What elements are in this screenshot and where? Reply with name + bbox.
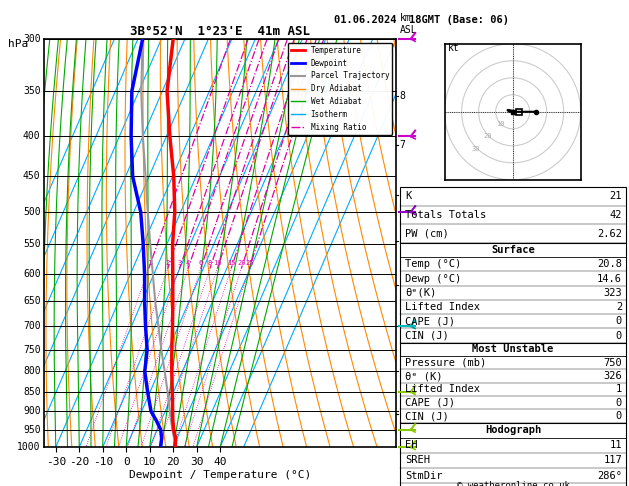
Text: 0: 0 xyxy=(616,398,622,408)
Legend: Temperature, Dewpoint, Parcel Trajectory, Dry Adiabat, Wet Adiabat, Isotherm, Mi: Temperature, Dewpoint, Parcel Trajectory… xyxy=(288,43,392,135)
Text: Pressure (mb): Pressure (mb) xyxy=(405,358,486,368)
Text: 2.62: 2.62 xyxy=(597,229,622,239)
Text: 800: 800 xyxy=(23,366,40,377)
Text: CAPE (J): CAPE (J) xyxy=(405,316,455,326)
Text: 2: 2 xyxy=(165,260,170,266)
Text: Mixing Ratio (g/kg): Mixing Ratio (g/kg) xyxy=(423,192,433,294)
Text: Temp (°C): Temp (°C) xyxy=(405,260,461,269)
Text: StmDir: StmDir xyxy=(405,470,443,481)
Text: 11: 11 xyxy=(610,440,622,451)
Text: θᵉ(K): θᵉ(K) xyxy=(405,288,437,298)
Text: 950: 950 xyxy=(23,425,40,435)
Text: 25: 25 xyxy=(245,260,253,266)
Text: Surface: Surface xyxy=(491,245,535,255)
Text: 42: 42 xyxy=(610,210,622,220)
Text: Most Unstable: Most Unstable xyxy=(472,344,554,354)
Text: 1: 1 xyxy=(616,384,622,395)
Text: 1: 1 xyxy=(400,406,406,417)
Text: hPa: hPa xyxy=(8,39,28,49)
Text: Hodograph: Hodograph xyxy=(485,425,541,435)
Text: SREH: SREH xyxy=(405,455,430,466)
Text: 10: 10 xyxy=(213,260,221,266)
Text: 400: 400 xyxy=(23,131,40,141)
Text: CIN (J): CIN (J) xyxy=(405,411,449,421)
Text: kt: kt xyxy=(448,43,460,52)
Text: 500: 500 xyxy=(23,207,40,217)
Text: 323: 323 xyxy=(603,288,622,298)
Text: 15: 15 xyxy=(227,260,235,266)
Text: 3: 3 xyxy=(177,260,182,266)
Text: 20.8: 20.8 xyxy=(597,260,622,269)
Text: 14.6: 14.6 xyxy=(597,274,622,284)
Text: 0: 0 xyxy=(616,330,622,341)
Text: 750: 750 xyxy=(23,345,40,355)
Text: 2: 2 xyxy=(616,302,622,312)
Text: 8: 8 xyxy=(208,260,212,266)
Text: 326: 326 xyxy=(603,371,622,381)
Text: 300: 300 xyxy=(23,34,40,44)
Text: EH: EH xyxy=(405,440,418,451)
Text: 6: 6 xyxy=(199,260,203,266)
Text: 900: 900 xyxy=(23,406,40,417)
Text: 450: 450 xyxy=(23,172,40,181)
Text: LCL: LCL xyxy=(400,410,415,419)
Text: Totals Totals: Totals Totals xyxy=(405,210,486,220)
Title: 3B°52'N  1°23'E  41m ASL: 3B°52'N 1°23'E 41m ASL xyxy=(130,25,310,38)
Text: K: K xyxy=(405,191,411,201)
Text: 1000: 1000 xyxy=(17,442,40,452)
Text: 20: 20 xyxy=(484,133,493,139)
Text: Dewp (°C): Dewp (°C) xyxy=(405,274,461,284)
Text: 4: 4 xyxy=(186,260,191,266)
Text: 2: 2 xyxy=(400,366,406,377)
Text: 7: 7 xyxy=(400,140,406,150)
Text: 4: 4 xyxy=(400,280,406,290)
Text: 1: 1 xyxy=(147,260,151,266)
Text: 650: 650 xyxy=(23,296,40,306)
Text: 10: 10 xyxy=(496,121,504,127)
Text: 550: 550 xyxy=(23,240,40,249)
Text: 850: 850 xyxy=(23,387,40,397)
Text: 3: 3 xyxy=(400,321,406,331)
Text: CAPE (J): CAPE (J) xyxy=(405,398,455,408)
Text: Lifted Index: Lifted Index xyxy=(405,384,480,395)
Text: km
ASL: km ASL xyxy=(400,13,418,35)
Text: 5: 5 xyxy=(400,236,406,246)
Text: 21: 21 xyxy=(610,191,622,201)
Text: 01.06.2024  18GMT (Base: 06): 01.06.2024 18GMT (Base: 06) xyxy=(334,15,509,25)
Text: 20: 20 xyxy=(237,260,246,266)
Text: PW (cm): PW (cm) xyxy=(405,229,449,239)
Text: 0: 0 xyxy=(616,411,622,421)
Text: 750: 750 xyxy=(603,358,622,368)
Text: 6: 6 xyxy=(400,190,406,200)
Text: θᵉ (K): θᵉ (K) xyxy=(405,371,443,381)
Text: 0: 0 xyxy=(616,316,622,326)
X-axis label: Dewpoint / Temperature (°C): Dewpoint / Temperature (°C) xyxy=(129,469,311,480)
Text: 117: 117 xyxy=(603,455,622,466)
Text: Lifted Index: Lifted Index xyxy=(405,302,480,312)
Text: CIN (J): CIN (J) xyxy=(405,330,449,341)
Text: 350: 350 xyxy=(23,86,40,96)
Text: 700: 700 xyxy=(23,321,40,331)
Text: 30: 30 xyxy=(472,145,480,152)
Text: © weatheronline.co.uk: © weatheronline.co.uk xyxy=(457,481,569,486)
Text: 8: 8 xyxy=(400,91,406,101)
Text: 600: 600 xyxy=(23,269,40,279)
Text: 286°: 286° xyxy=(597,470,622,481)
